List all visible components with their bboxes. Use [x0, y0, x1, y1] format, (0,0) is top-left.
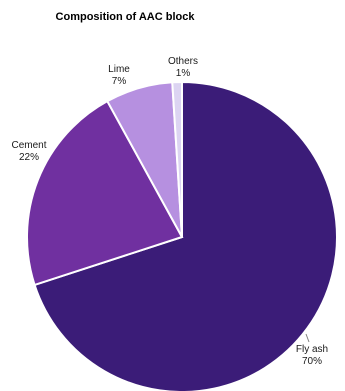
- slice-value-cement: 22%: [19, 152, 39, 163]
- pie-slices: [26, 80, 338, 391]
- slice-value-fly-ash: 70%: [302, 356, 322, 367]
- slice-label-cement: Cement: [11, 140, 46, 151]
- slice-label-lime: Lime: [108, 64, 130, 75]
- pie-slice-fly-ash: [33, 80, 338, 391]
- pie-slice-cement: [26, 99, 184, 287]
- slice-value-lime: 7%: [112, 76, 127, 87]
- chart-title: Composition of AAC block: [56, 11, 196, 23]
- pie-slice-others: [171, 80, 183, 238]
- leader-line-fly-ash: [305, 333, 310, 343]
- slice-value-others: 1%: [176, 68, 191, 79]
- slice-label-fly-ash: Fly ash: [296, 344, 328, 355]
- slice-label-others: Others: [168, 56, 198, 67]
